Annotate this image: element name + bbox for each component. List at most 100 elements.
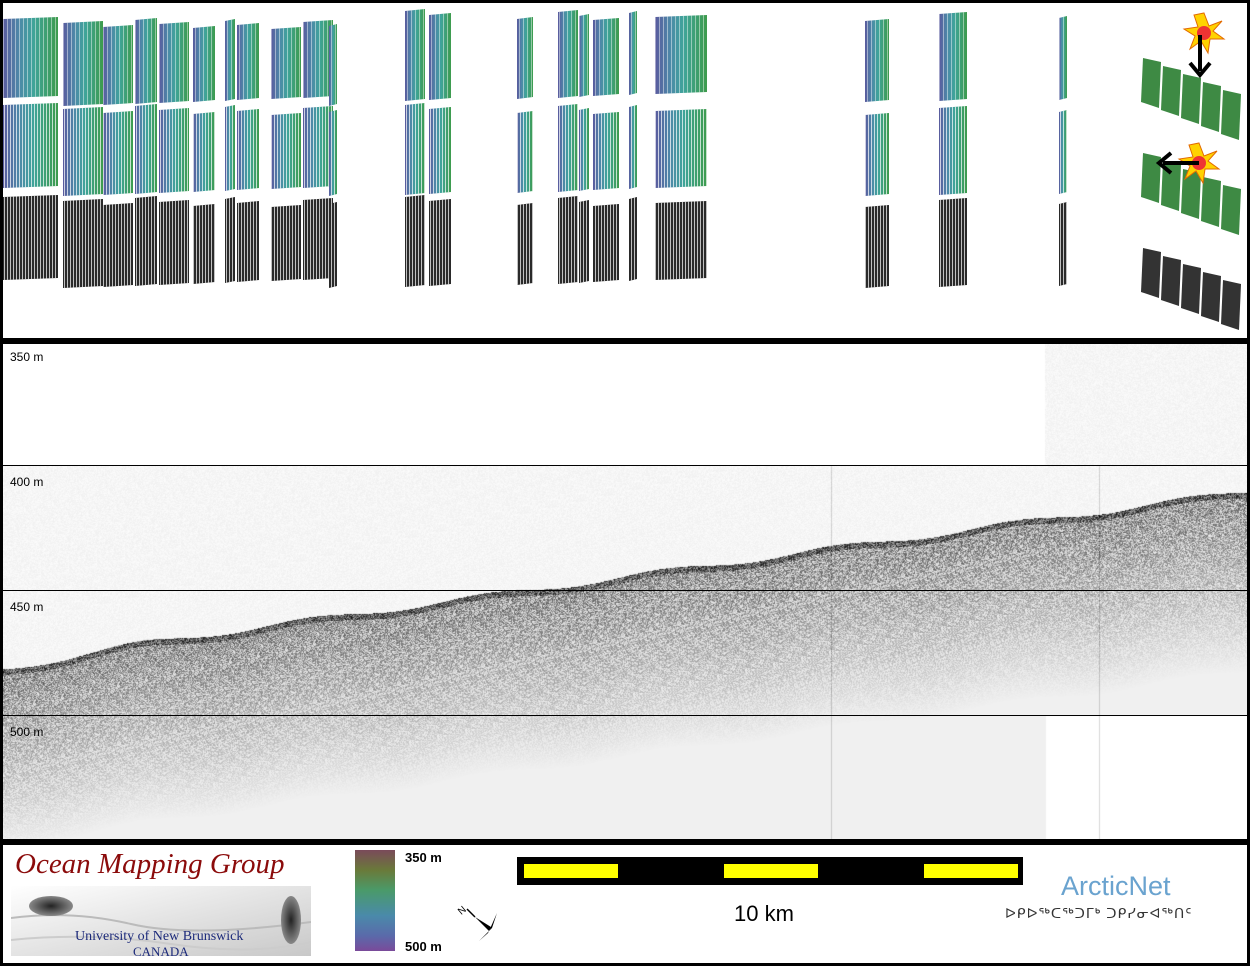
- omg-title: Ocean Mapping Group: [15, 848, 285, 880]
- swath-block-texture: [558, 104, 578, 192]
- swath-block-texture: [429, 13, 451, 100]
- swath-row-striped-relief: [3, 103, 1067, 196]
- omg-country: CANADA: [133, 944, 189, 959]
- swath-block-texture: [135, 18, 157, 104]
- swath-block-texture: [271, 27, 301, 99]
- swath-block-texture: [593, 204, 619, 282]
- swath-block: [1221, 90, 1241, 140]
- swath-perspective-panel: [3, 3, 1247, 338]
- swath-block-texture: [655, 201, 707, 280]
- swath-block-texture: [558, 196, 578, 284]
- swath-block-texture: [629, 197, 637, 281]
- swath-block-texture: [579, 200, 589, 283]
- swath-block: [1201, 82, 1221, 132]
- depth-colorbar: [355, 850, 395, 951]
- depth-label-400: 400 m: [10, 475, 44, 489]
- swath-block-texture: [517, 17, 533, 99]
- swath-block-texture: [271, 205, 301, 281]
- swath-block-texture: [405, 195, 425, 287]
- swath-block: [1141, 58, 1161, 108]
- swath-block-texture: [3, 103, 58, 188]
- swath-block-texture: [1059, 202, 1067, 286]
- swath-block-texture: [159, 200, 189, 285]
- swath-block-texture: [135, 104, 157, 194]
- swath-block-texture: [1059, 110, 1067, 194]
- swath-block-texture: [939, 106, 967, 195]
- swath-block-texture: [329, 202, 337, 288]
- swath-block-texture: [429, 107, 451, 194]
- swath-block-texture: [865, 205, 889, 288]
- swath-block-texture: [865, 19, 889, 102]
- scale-bar: [517, 857, 1023, 885]
- scale-bar-label: 10 km: [734, 901, 794, 926]
- swath-block-texture: [63, 107, 103, 196]
- scale-bar-segment: [924, 864, 1018, 878]
- swath-block-texture: [629, 11, 637, 95]
- colorbar-top-label: 350 m: [405, 850, 442, 865]
- depth-gridline: [3, 465, 1247, 466]
- swath-block-texture: [303, 106, 333, 188]
- arcticnet-syllabics: ᐅᑭᐅᖅᑕᖅᑐᒥᒃ ᑐᑭᓯᓂᐊᖅᑎᑦ: [1005, 905, 1193, 921]
- swath-block-texture: [939, 12, 967, 101]
- swath-block-texture: [405, 9, 425, 101]
- omg-logo: Ocean Mapping Group University of New Br…: [11, 848, 311, 959]
- swath-block: [1221, 280, 1241, 330]
- depth-label-500: 500 m: [10, 725, 44, 739]
- swath-block-texture: [225, 19, 235, 101]
- arrow-down-icon: [1188, 35, 1212, 79]
- scale-bar-segment: [724, 864, 818, 878]
- arrow-left-icon: [1155, 151, 1199, 175]
- swath-block-texture: [405, 103, 425, 195]
- swath-tilted-group: [1141, 58, 1241, 330]
- depth-label-450: 450 m: [10, 600, 44, 614]
- swath-block: [1201, 177, 1221, 227]
- omg-university: University of New Brunswick: [75, 929, 244, 944]
- swath-block-texture: [225, 105, 235, 191]
- swath-block: [1141, 153, 1161, 203]
- swath-block-texture: [135, 196, 157, 286]
- swath-block-texture: [593, 112, 619, 190]
- swath-block-texture: [271, 113, 301, 189]
- legend-panel: Ocean Mapping Group University of New Br…: [3, 845, 1247, 963]
- swath-block: [1201, 272, 1221, 322]
- swath-block-texture: [159, 108, 189, 193]
- omg-logo-art: [11, 886, 311, 956]
- swath-block: [1161, 66, 1181, 116]
- depth-profile-panel: 350 m 400 m 450 m 500 m: [3, 344, 1247, 839]
- swath-block-texture: [593, 18, 619, 96]
- swath-block-texture: [939, 198, 967, 287]
- swath-block-texture: [429, 199, 451, 286]
- swath-row-backscatter: [3, 195, 1067, 288]
- swath-block: [1181, 74, 1201, 124]
- swath-block: [1181, 169, 1201, 219]
- swath-block-texture: [193, 26, 215, 102]
- depth-gridline: [3, 715, 1247, 716]
- swath-block-texture: [517, 111, 533, 193]
- swath-block-texture: [303, 198, 333, 280]
- swath-block-texture: [3, 17, 58, 98]
- swath-block-texture: [655, 109, 707, 188]
- compass-north-label: N: [456, 904, 469, 917]
- swath-block-texture: [3, 195, 58, 280]
- swath-block-texture: [329, 24, 337, 106]
- colorbar-bottom-label: 500 m: [405, 939, 442, 954]
- swath-block-texture: [63, 21, 103, 106]
- swath-block-texture: [579, 14, 589, 97]
- swath-block-texture: [865, 113, 889, 196]
- swath-block: [1221, 185, 1241, 235]
- swath-block-texture: [193, 112, 215, 192]
- swath-block-texture: [237, 109, 259, 190]
- depth-gridline: [3, 590, 1247, 591]
- swath-block-texture: [579, 108, 589, 191]
- sun-icon: [1182, 12, 1226, 55]
- swath-block-texture: [193, 204, 215, 284]
- swath-block-texture: [237, 201, 259, 282]
- swath-block: [1161, 161, 1181, 211]
- swath-block-texture: [63, 199, 103, 288]
- swath-block-texture: [329, 110, 337, 196]
- swath-block-texture: [629, 105, 637, 189]
- swath-block-texture: [517, 203, 533, 285]
- swath-block: [1161, 256, 1181, 306]
- swath-block-texture: [103, 25, 133, 105]
- swath-block-texture: [103, 111, 133, 195]
